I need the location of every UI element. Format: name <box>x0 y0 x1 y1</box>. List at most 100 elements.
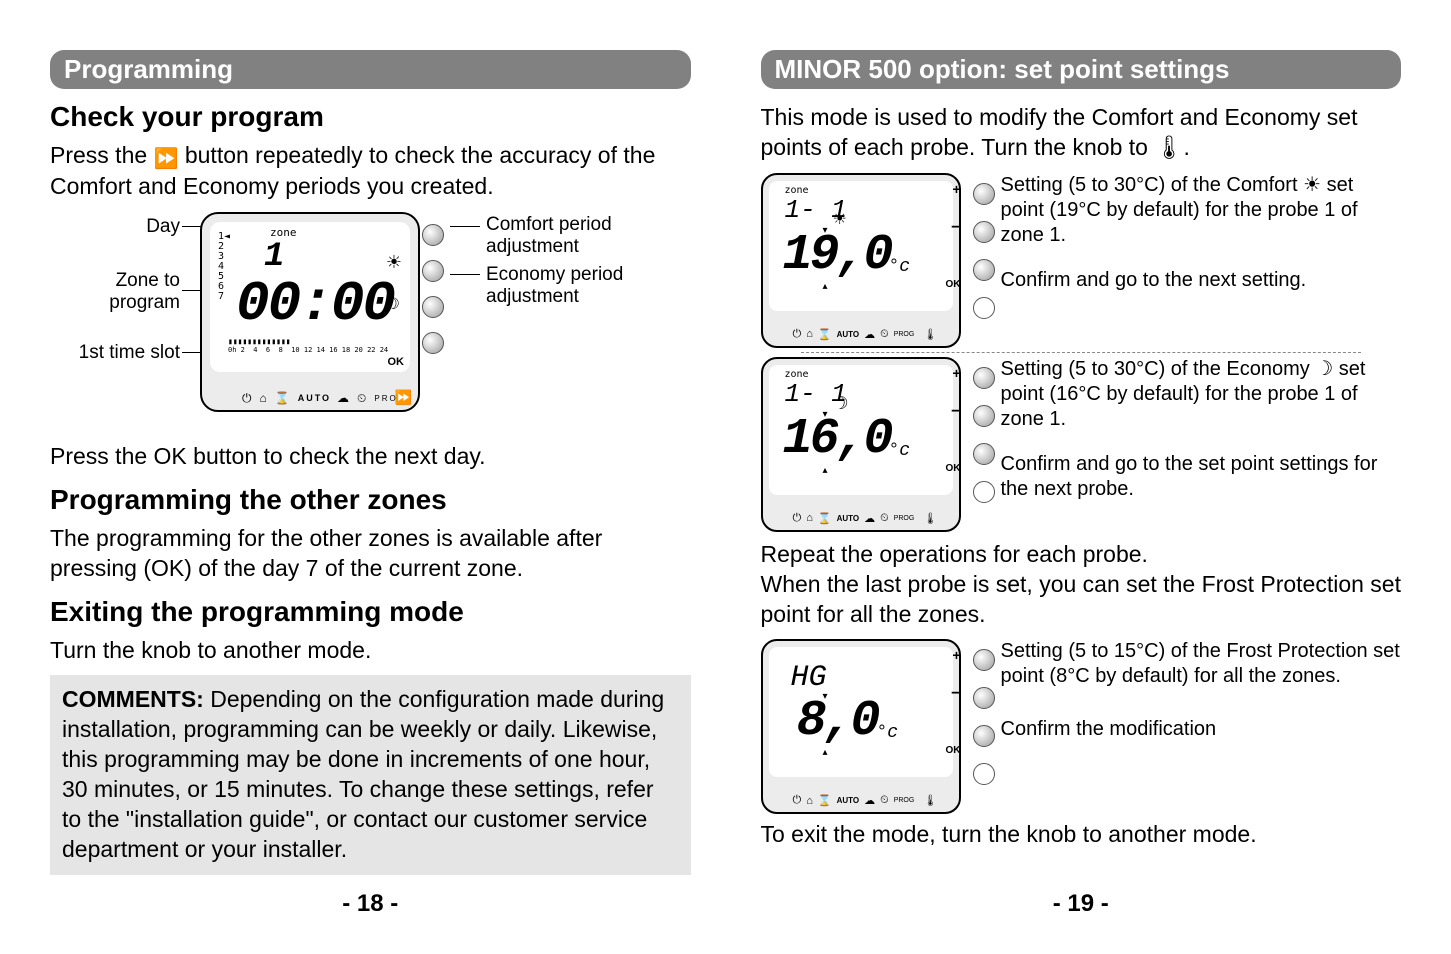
text-fragment: adjustment <box>486 236 579 257</box>
minor500-intro: This mode is used to modify the Comfort … <box>761 103 1402 163</box>
home-icon: ⌂ <box>806 328 813 340</box>
prog-icon: PROG <box>894 331 915 338</box>
label-day: Day <box>50 216 180 238</box>
home-icon: ⌂ <box>806 512 813 524</box>
device-screen: 1◄ 2 3 4 5 6 7 zone 1 00:00 ☀ ☽ ▮▮▮▮▮▮▮▮… <box>210 222 410 372</box>
divider-dashed <box>801 352 1362 353</box>
clock-icon: ⏲ <box>357 391 368 406</box>
timer-icon: ⌛ <box>818 512 832 525</box>
sun-icon: ☀ <box>386 252 402 273</box>
home-icon: ⌂ <box>260 391 269 405</box>
knob-economy[interactable] <box>422 260 444 282</box>
device-screen: HG ▾ 8,0 °c ▴ <box>769 647 953 777</box>
cloud-icon: ☁ <box>864 512 875 525</box>
economy-setting-text: Setting (5 to 30°C) of the Economy ☽ set… <box>1001 357 1402 432</box>
ok-label: OK <box>946 745 961 756</box>
tick-down: ▴ <box>823 747 828 758</box>
fast-forward-icon: ⏩ <box>154 146 179 172</box>
cloud-icon: ☁ <box>864 328 875 341</box>
frost-setting-block: HG ▾ 8,0 °c ▴ + − OK ⏻ ⌂ ⌛ AUTO ☁ ⏲ PROG… <box>761 639 1402 814</box>
knob-forward[interactable] <box>422 332 444 354</box>
thermometer-icon: 🌡 <box>923 512 937 525</box>
cloud-icon: ☁ <box>864 794 875 807</box>
knob-comfort[interactable] <box>422 224 444 246</box>
timer-icon: ⌛ <box>818 794 832 807</box>
page-19: MINOR 500 option: set point settings Thi… <box>761 50 1402 914</box>
label-economy: Economy period adjustment <box>486 264 623 308</box>
program-diagram: Day Zone to program 1st time slot 1◄ 2 3… <box>50 212 691 432</box>
auto-icon: AUTO <box>837 796 860 805</box>
minus-label: − <box>951 403 960 421</box>
minus-label: − <box>951 219 960 237</box>
text-fragment: program <box>109 292 180 313</box>
comfort-setting-block: zone 1- 1 ☀ ▾ 19,0 °c ▴ + − OK ⏻ ⌂ ⌛ AUT… <box>761 173 1402 348</box>
text-fragment: Press the <box>50 142 154 168</box>
clock-icon: ⏲ <box>880 512 889 525</box>
exit-text: Turn the knob to another mode. <box>50 636 691 666</box>
label-zone-to-program: Zone to program <box>50 270 180 314</box>
ok-label: OK <box>946 463 961 474</box>
connector-line <box>450 274 480 275</box>
knob-minus[interactable] <box>973 405 995 427</box>
knob-ok[interactable] <box>973 443 995 465</box>
clock-icon: ⏲ <box>880 794 889 807</box>
knob-plus[interactable] <box>973 367 995 389</box>
plus-label: + <box>952 181 960 197</box>
knob-minus[interactable] <box>973 221 995 243</box>
device-screen: zone 1- 1 ☽ ▾ 16,0 °c ▴ <box>769 365 953 495</box>
knob-ok[interactable] <box>973 259 995 281</box>
comments-text: Depending on the configuration made duri… <box>62 686 664 861</box>
device-knobs <box>973 649 995 785</box>
text-fragment: Economy period <box>486 264 623 285</box>
sun-icon: ☀ <box>833 209 847 229</box>
ok-label: OK <box>388 356 405 368</box>
text-fragment: Comfort period <box>486 214 612 235</box>
auto-icon: AUTO <box>298 393 331 403</box>
repeat-text: Repeat the operations for each probe. Wh… <box>761 540 1402 630</box>
minus-label: − <box>951 685 960 703</box>
knob-ok[interactable] <box>422 296 444 318</box>
temp-unit: °c <box>889 257 911 277</box>
knob-extra[interactable] <box>973 297 995 319</box>
plus-label: + <box>952 365 960 381</box>
auto-icon: AUTO <box>837 330 860 339</box>
power-icon: ⏻ <box>793 794 802 807</box>
text-fragment: adjustment <box>486 286 579 307</box>
temp-unit: °c <box>889 441 911 461</box>
prog-other-heading: Programming the other zones <box>50 484 691 516</box>
device-knobs <box>418 224 448 354</box>
power-icon: ⏻ <box>793 328 802 341</box>
exit-heading: Exiting the programming mode <box>50 596 691 628</box>
knob-ok[interactable] <box>973 725 995 747</box>
timeline-bars: ▮▮▮▮▮▮▮▮▮▮▮▮▮ 0h 2 4 6 8 10 12 14 16 18 … <box>228 338 388 354</box>
temp-display: 16,0 <box>783 411 891 468</box>
power-icon: ⏻ <box>242 391 254 406</box>
device-economy: zone 1- 1 ☽ ▾ 16,0 °c ▴ + − OK ⏻ ⌂ ⌛ AUT… <box>761 357 961 532</box>
knob-plus[interactable] <box>973 649 995 671</box>
label-comfort: Comfort period adjustment <box>486 214 612 258</box>
device-knobs <box>973 367 995 503</box>
comments-box: COMMENTS: Depending on the configuration… <box>50 675 691 874</box>
knob-extra[interactable] <box>973 481 995 503</box>
temp-display: 8,0 <box>797 693 878 750</box>
minor500-header: MINOR 500 option: set point settings <box>761 50 1402 89</box>
comments-label: COMMENTS: <box>62 686 204 712</box>
knob-extra[interactable] <box>973 763 995 785</box>
time-display: 00:00 <box>236 272 394 336</box>
frost-setting-text: Setting (5 to 15°C) of the Frost Protect… <box>1001 639 1402 689</box>
knob-plus[interactable] <box>973 183 995 205</box>
comfort-setting-text: Setting (5 to 30°C) of the Comfort ☀ set… <box>1001 173 1402 248</box>
moon-icon: ☽ <box>386 294 400 314</box>
mode-icons-row: ⏻ ⌂ ⌛ AUTO ☁ ⏲ PROG <box>242 391 406 406</box>
frost-text-col: Setting (5 to 15°C) of the Frost Protect… <box>1001 639 1402 742</box>
knob-minus[interactable] <box>973 687 995 709</box>
device-comfort: zone 1- 1 ☀ ▾ 19,0 °c ▴ + − OK ⏻ ⌂ ⌛ AUT… <box>761 173 961 348</box>
economy-setting-block: zone 1- 1 ☽ ▾ 16,0 °c ▴ + − OK ⏻ ⌂ ⌛ AUT… <box>761 357 1402 532</box>
economy-text-col: Setting (5 to 30°C) of the Economy ☽ set… <box>1001 357 1402 502</box>
timer-icon: ⌛ <box>818 328 832 341</box>
text-fragment: ▮▮▮▮▮▮▮▮▮▮▮▮▮ <box>228 337 291 346</box>
clock-icon: ⏲ <box>880 328 889 341</box>
page-18: Programming Check your program Press the… <box>50 50 691 914</box>
mode-icons-row: ⏻ ⌂ ⌛ AUTO ☁ ⏲ PROG 🌡 <box>793 512 938 525</box>
page-number-19: - 19 - <box>761 890 1402 918</box>
